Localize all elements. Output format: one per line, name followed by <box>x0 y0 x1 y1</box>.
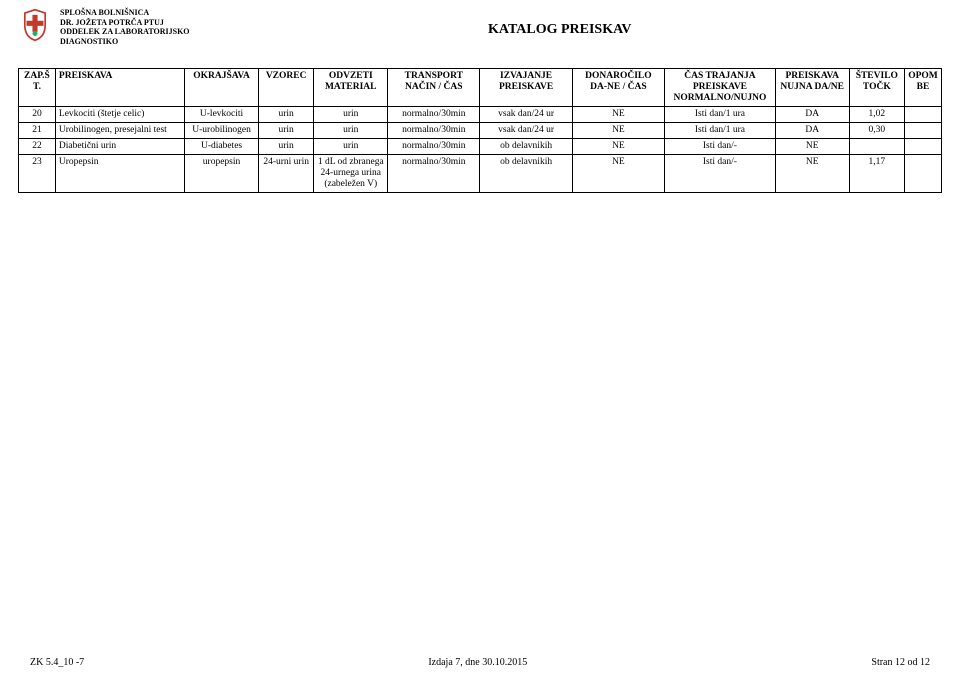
table-cell: ob delavnikih <box>480 138 572 154</box>
table-cell <box>905 107 942 123</box>
table-cell: NE <box>572 154 664 192</box>
table-cell <box>905 154 942 192</box>
table-cell: Levkociti (štetje celic) <box>55 107 184 123</box>
table-cell: vsak dan/24 ur <box>480 107 572 123</box>
table-cell: U-urobilinogen <box>185 123 259 139</box>
table-cell: Isti dan/1 ura <box>665 123 776 139</box>
table-cell: NE <box>775 138 849 154</box>
table-cell: 23 <box>19 154 56 192</box>
table-cell: ob delavnikih <box>480 154 572 192</box>
table-cell <box>905 138 942 154</box>
table-cell: Isti dan/- <box>665 154 776 192</box>
table-cell: U-levkociti <box>185 107 259 123</box>
col-header: OPOMBE <box>905 69 942 107</box>
table-cell: 0,30 <box>849 123 904 139</box>
table-cell: normalno/30min <box>388 107 480 123</box>
table-cell: Isti dan/- <box>665 138 776 154</box>
table-cell: DA <box>775 107 849 123</box>
col-header: OKRAJŠAVA <box>185 69 259 107</box>
table-cell: 1 dL od zbranega 24-urnega urina (zabele… <box>314 154 388 192</box>
col-header: IZVAJANJE PREISKAVE <box>480 69 572 107</box>
table-cell: normalno/30min <box>388 154 480 192</box>
table-cell: urin <box>314 107 388 123</box>
org-line2: DR. JOŽETA POTRČA PTUJ <box>60 18 190 28</box>
table-cell: urin <box>314 123 388 139</box>
table-row: 20Levkociti (štetje celic)U-levkocitiuri… <box>19 107 942 123</box>
col-header: ODVZETI MATERIAL <box>314 69 388 107</box>
table-cell: urin <box>258 123 313 139</box>
col-header: PREISKAVA <box>55 69 184 107</box>
table-cell: 1,02 <box>849 107 904 123</box>
table-cell <box>849 138 904 154</box>
page-footer: ZK 5.4_10 -7 Izdaja 7, dne 30.10.2015 St… <box>0 657 960 668</box>
table-cell: urin <box>314 138 388 154</box>
table-cell: U-diabetes <box>185 138 259 154</box>
org-line4: DIAGNOSTIKO <box>60 37 190 47</box>
footer-left: ZK 5.4_10 -7 <box>30 657 84 668</box>
table-cell: DA <box>775 123 849 139</box>
table-cell: normalno/30min <box>388 138 480 154</box>
col-header: TRANSPORT NAČIN / ČAS <box>388 69 480 107</box>
table-row: 22Diabetični urinU-diabetesurinurinnorma… <box>19 138 942 154</box>
table-cell: NE <box>775 154 849 192</box>
table-cell: NE <box>572 138 664 154</box>
table-cell: 20 <box>19 107 56 123</box>
col-header: DONAROČILO DA-NE / ČAS <box>572 69 664 107</box>
org-line3: ODDELEK ZA LABORATORIJSKO <box>60 27 190 37</box>
col-header: ZAP.ŠT. <box>19 69 56 107</box>
col-header: ŠTEVILO TOČK <box>849 69 904 107</box>
table-cell: Urobilinogen, presejalni test <box>55 123 184 139</box>
page-header: SPLOŠNA BOLNIŠNICA DR. JOŽETA POTRČA PTU… <box>0 0 960 50</box>
org-line1: SPLOŠNA BOLNIŠNICA <box>60 8 190 18</box>
table-cell <box>905 123 942 139</box>
table-cell: 24-urni urin <box>258 154 313 192</box>
table-cell: urin <box>258 107 313 123</box>
table-cell: vsak dan/24 ur <box>480 123 572 139</box>
col-header: ČAS TRAJANJA PREISKAVE NORMALNO/NUJNO <box>665 69 776 107</box>
table-cell: urin <box>258 138 313 154</box>
table-cell: NE <box>572 107 664 123</box>
table-cell: 21 <box>19 123 56 139</box>
col-header: VZOREC <box>258 69 313 107</box>
table-cell: NE <box>572 123 664 139</box>
table-container: ZAP.ŠT.PREISKAVAOKRAJŠAVAVZORECODVZETI M… <box>0 50 960 192</box>
table-cell: Diabetični urin <box>55 138 184 154</box>
table-row: 21Urobilinogen, presejalni testU-urobili… <box>19 123 942 139</box>
col-header: PREISKAVA NUJNA DA/NE <box>775 69 849 107</box>
hospital-logo-icon <box>18 8 52 42</box>
table-cell: 1,17 <box>849 154 904 192</box>
table-cell: normalno/30min <box>388 123 480 139</box>
footer-center: Izdaja 7, dne 30.10.2015 <box>428 657 527 668</box>
org-block: SPLOŠNA BOLNIŠNICA DR. JOŽETA POTRČA PTU… <box>60 8 190 46</box>
table-cell: Uropepsin <box>55 154 184 192</box>
table-row: 23Uropepsinuropepsin24-urni urin1 dL od … <box>19 154 942 192</box>
preiskave-table: ZAP.ŠT.PREISKAVAOKRAJŠAVAVZORECODVZETI M… <box>18 68 942 192</box>
footer-right: Stran 12 od 12 <box>871 657 930 668</box>
table-cell: uropepsin <box>185 154 259 192</box>
table-header-row: ZAP.ŠT.PREISKAVAOKRAJŠAVAVZORECODVZETI M… <box>19 69 942 107</box>
table-cell: 22 <box>19 138 56 154</box>
table-cell: Isti dan/1 ura <box>665 107 776 123</box>
page-title: KATALOG PREISKAV <box>190 16 930 38</box>
